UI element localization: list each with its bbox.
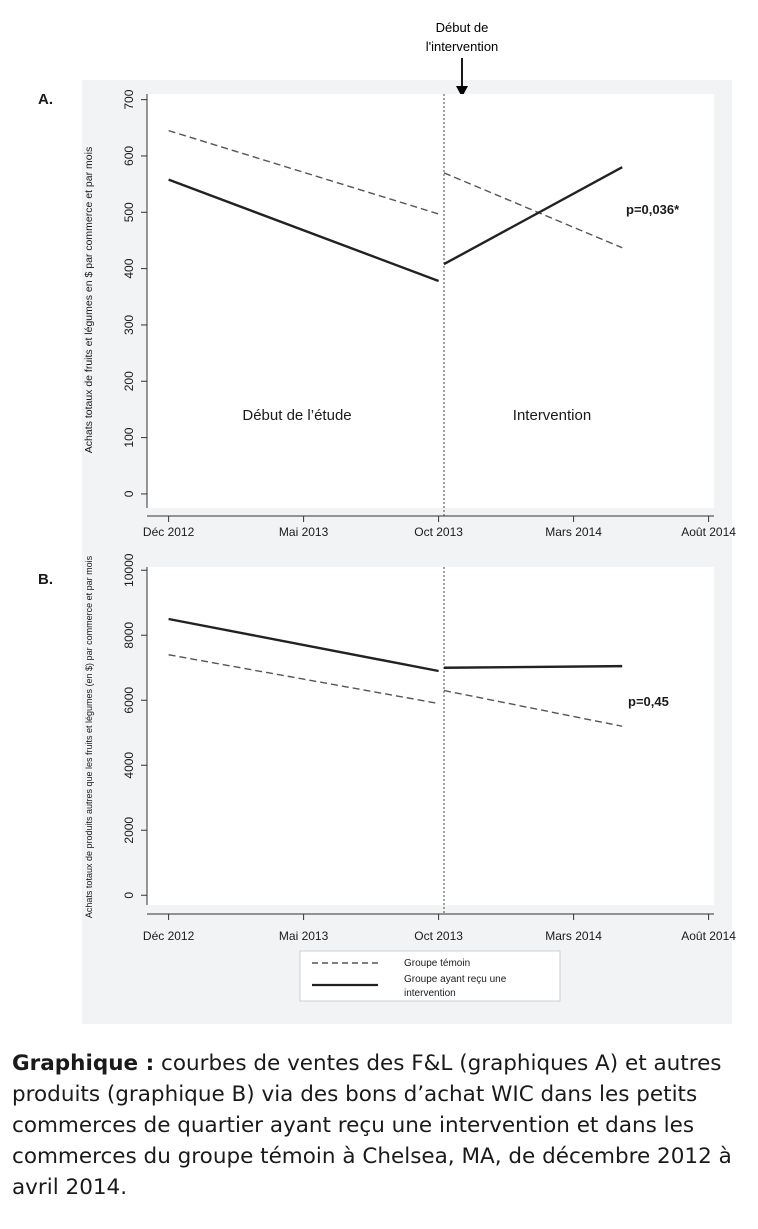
legend-label-control: Groupe témoin bbox=[404, 958, 470, 969]
plot-area-b bbox=[147, 567, 714, 905]
y-tick-label-a-5: 500 bbox=[122, 202, 136, 222]
x-tick-label-a-2: Oct 2013 bbox=[414, 525, 463, 539]
legend-label-intervention-line1: Groupe ayant reçu une bbox=[404, 974, 507, 985]
intervention-arrow-head bbox=[456, 86, 468, 97]
y-tick-label-b-0: 0 bbox=[122, 892, 136, 899]
legend-label-intervention-line2: intervention bbox=[404, 988, 456, 999]
caption-bold-label: Graphique : bbox=[12, 1051, 155, 1076]
y-tick-label-a-2: 200 bbox=[122, 371, 136, 391]
y-tick-label-a-4: 400 bbox=[122, 258, 136, 278]
p-value-annotation-b: p=0,45 bbox=[628, 694, 669, 709]
panel-label-a: A. bbox=[38, 91, 53, 108]
y-tick-label-b-2: 4000 bbox=[122, 752, 136, 779]
series-solid-b-segment-0 bbox=[168, 617, 439, 673]
y-tick-label-b-1: 2000 bbox=[122, 817, 136, 844]
x-tick-label-b-3: Mars 2014 bbox=[545, 929, 602, 943]
series-solid-a-segment-0 bbox=[168, 178, 440, 283]
y-axis-label-b: Achats totaux de produits autres que les… bbox=[84, 555, 94, 918]
x-tick-label-b-2: Oct 2013 bbox=[414, 929, 463, 943]
panel-label-b: B. bbox=[38, 571, 53, 588]
legend: Groupe témoin Groupe ayant reçu une inte… bbox=[299, 950, 561, 1002]
chart-panel-a: A. 0 100 200 300 400 500 600 700 Achats totaux de… bbox=[38, 89, 736, 539]
x-tick-label-b-1: Mai 2013 bbox=[279, 929, 329, 943]
intervention-marker-line2: l'intervention bbox=[426, 39, 499, 54]
y-tick-label-a-6: 600 bbox=[122, 146, 136, 166]
plot-area-a bbox=[147, 94, 714, 508]
y-tick-label-a-7: 700 bbox=[122, 89, 136, 109]
series-dashed-b-segment-1 bbox=[443, 689, 623, 727]
region-label-a-1: Intervention bbox=[513, 407, 591, 424]
series-solid-a-segment-1 bbox=[443, 166, 623, 266]
x-tick-label-a-0: Déc 2012 bbox=[143, 525, 195, 539]
series-solid-b-segment-1 bbox=[443, 664, 623, 669]
y-tick-label-b-3: 6000 bbox=[122, 687, 136, 714]
y-axis-label-a: Achats totaux de fruits et légumes en $ … bbox=[83, 147, 95, 453]
y-tick-label-b-5: 10000 bbox=[122, 553, 136, 587]
chart-panel-b: B. 0 2000 4000 6000 8000 10000 Achats totaux de… bbox=[38, 553, 736, 943]
x-tick-label-a-4: Août 2014 bbox=[681, 525, 736, 539]
x-tick-label-b-0: Déc 2012 bbox=[143, 929, 195, 943]
intervention-marker-line1: Début de bbox=[436, 20, 489, 35]
region-label-a-0: Début de l’étude bbox=[242, 407, 351, 424]
series-dashed-b-segment-0 bbox=[168, 654, 439, 705]
caption-text: courbes de ventes des F&L (graphiques A)… bbox=[12, 1051, 732, 1200]
y-tick-label-a-0: 0 bbox=[122, 490, 136, 497]
x-tick-label-a-1: Mai 2013 bbox=[279, 525, 329, 539]
series-dashed-a-segment-0 bbox=[168, 129, 439, 215]
y-tick-label-b-4: 8000 bbox=[122, 622, 136, 649]
figure-caption: Graphique : courbes de ventes des F&L (g… bbox=[12, 1048, 748, 1203]
x-tick-label-a-3: Mars 2014 bbox=[545, 525, 602, 539]
x-tick-label-b-4: Août 2014 bbox=[681, 929, 736, 943]
y-tick-label-a-3: 300 bbox=[122, 315, 136, 335]
legend-box bbox=[299, 950, 561, 1002]
y-tick-label-a-1: 100 bbox=[122, 427, 136, 447]
p-value-annotation-a: p=0,036* bbox=[626, 202, 680, 217]
